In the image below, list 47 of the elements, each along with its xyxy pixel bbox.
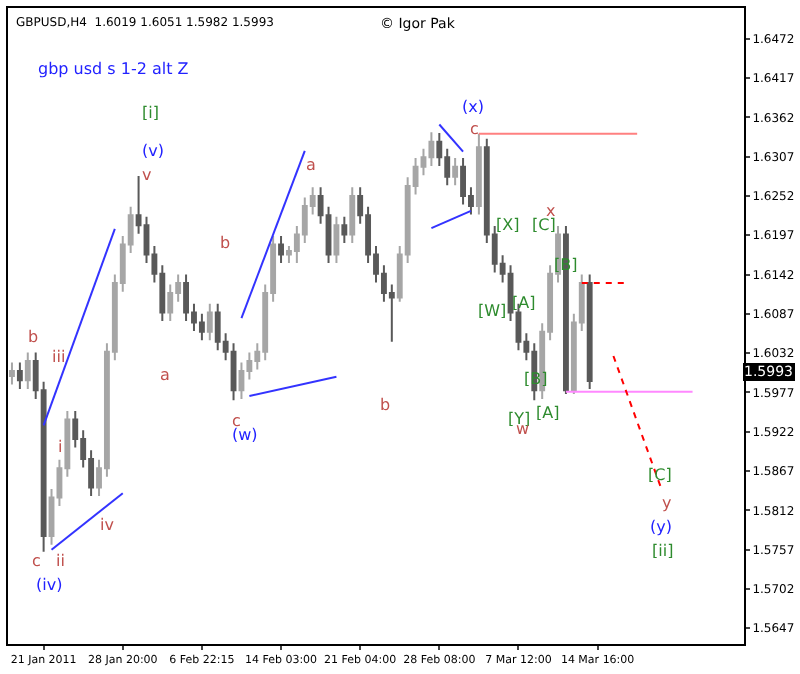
annotation: c bbox=[32, 552, 41, 570]
candlestick bbox=[586, 273, 593, 390]
candlestick bbox=[206, 302, 213, 342]
annotation: i bbox=[58, 438, 63, 456]
candlestick bbox=[341, 215, 348, 245]
annotation: v bbox=[142, 166, 152, 184]
candlestick bbox=[333, 215, 340, 265]
annotation: iii bbox=[52, 348, 66, 366]
candlestick bbox=[278, 234, 284, 265]
candlestick bbox=[9, 361, 15, 386]
annotation: [B] bbox=[554, 256, 578, 274]
candlestick bbox=[452, 157, 459, 187]
candlestick bbox=[349, 186, 356, 245]
annotation: (x) bbox=[462, 98, 484, 116]
annotation: ii bbox=[56, 552, 65, 570]
annotation: a bbox=[306, 156, 316, 174]
candlestick bbox=[214, 302, 221, 352]
annotation: gbp usd s 1-2 alt Z bbox=[38, 60, 190, 78]
candlestick bbox=[198, 312, 205, 342]
annotation: a bbox=[160, 366, 170, 384]
candlestick bbox=[167, 283, 174, 322]
annotation: y bbox=[662, 494, 672, 512]
candlestick bbox=[24, 351, 31, 390]
annotation: [A] bbox=[512, 294, 536, 312]
annotation: [Y] bbox=[508, 410, 531, 428]
candlestick bbox=[428, 131, 435, 167]
annotation: [C] bbox=[532, 216, 556, 234]
candlestick bbox=[475, 132, 482, 216]
annotation: [B] bbox=[524, 370, 548, 388]
annotation: (iv) bbox=[36, 576, 63, 594]
annotation: x bbox=[546, 202, 556, 220]
annotation: (w) bbox=[232, 426, 258, 444]
annotation: [C] bbox=[648, 466, 672, 484]
candlestick bbox=[16, 361, 23, 390]
annotation: iv bbox=[100, 516, 115, 534]
annotation: (y) bbox=[650, 518, 672, 536]
annotation: b bbox=[380, 396, 391, 414]
annotation: (v) bbox=[142, 142, 164, 160]
annotation: b bbox=[28, 328, 39, 346]
annotation: [i] bbox=[142, 104, 159, 122]
annotation: [X] bbox=[496, 216, 520, 234]
annotation: [ii] bbox=[652, 542, 674, 560]
annotation: c bbox=[232, 412, 241, 430]
annotation: c bbox=[470, 120, 479, 138]
annotation: [W] bbox=[478, 302, 507, 320]
annotation: b bbox=[220, 234, 231, 252]
annotation: [A] bbox=[536, 404, 560, 422]
